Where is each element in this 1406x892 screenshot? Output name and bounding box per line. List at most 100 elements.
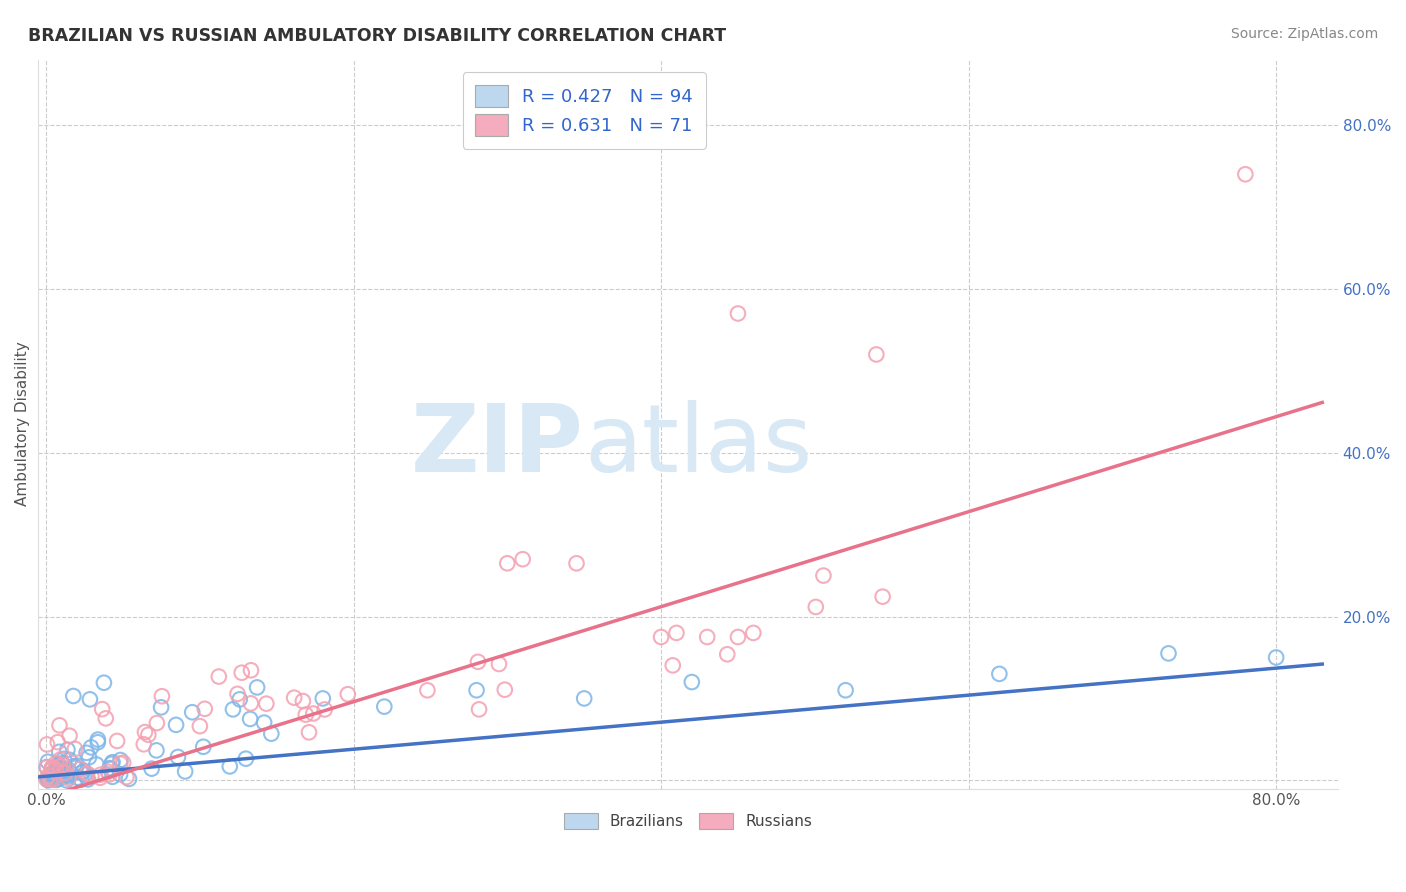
Point (218, 759, 240, 773)
Point (105, 734, 128, 748)
Point (58, 772, 80, 786)
Point (193, 739, 215, 754)
Point (112, 756, 135, 770)
Point (314, 702, 336, 716)
Point (45, 762, 67, 776)
Point (62, 689, 84, 703)
Point (77, 772, 100, 787)
Point (49, 768, 72, 782)
Point (650, 630, 672, 644)
Point (494, 682, 516, 697)
Point (108, 767, 131, 781)
Point (48, 758, 70, 772)
Point (41, 766, 63, 780)
Point (115, 770, 138, 784)
Point (42, 769, 65, 783)
Point (46, 735, 69, 749)
Point (661, 658, 683, 673)
Point (246, 681, 269, 695)
Point (1234, 167, 1257, 181)
Point (48, 762, 70, 776)
Point (37, 769, 59, 783)
Point (254, 697, 277, 711)
Point (565, 556, 588, 570)
Point (80, 769, 103, 783)
Point (51, 760, 73, 774)
Point (63, 742, 86, 756)
Point (39, 772, 62, 786)
Point (465, 683, 488, 698)
Point (813, 568, 835, 582)
Point (73, 767, 96, 781)
Point (150, 690, 173, 704)
Point (49, 752, 72, 766)
Point (87, 735, 110, 749)
Point (373, 699, 395, 714)
Point (416, 683, 439, 698)
Point (65, 761, 87, 775)
Point (93, 675, 115, 690)
Point (35, 760, 58, 774)
Point (52, 763, 75, 777)
Point (55, 768, 77, 782)
Point (312, 691, 335, 706)
Point (100, 756, 122, 771)
Point (97, 764, 120, 779)
Point (291, 694, 314, 708)
Point (60, 766, 83, 780)
Point (58, 753, 80, 767)
Point (138, 728, 160, 742)
Point (44, 767, 66, 781)
Point (118, 772, 141, 786)
Point (44, 770, 66, 784)
Point (283, 690, 305, 705)
Point (41, 768, 63, 782)
Point (35, 738, 58, 752)
Point (110, 753, 132, 767)
Point (70, 766, 93, 780)
Point (467, 655, 489, 669)
Point (167, 750, 190, 764)
Point (302, 706, 325, 721)
Point (101, 756, 124, 770)
Text: atlas: atlas (583, 400, 813, 491)
Point (145, 743, 167, 757)
Point (134, 725, 156, 739)
Point (101, 770, 124, 784)
Point (86, 757, 108, 772)
Point (240, 663, 263, 677)
Point (98, 761, 121, 775)
Point (51, 756, 73, 771)
Point (174, 764, 197, 779)
Point (488, 657, 510, 671)
Point (727, 306, 749, 320)
Point (336, 687, 359, 701)
Point (41, 772, 63, 787)
Point (181, 705, 204, 719)
Point (52, 770, 75, 784)
Point (63, 759, 86, 773)
Point (37, 755, 59, 769)
Point (49, 769, 72, 783)
Point (53, 764, 76, 779)
Point (37, 772, 59, 787)
Point (834, 683, 856, 698)
Point (91, 702, 114, 716)
Point (58, 763, 80, 777)
Point (52, 758, 75, 772)
Point (235, 752, 257, 766)
Point (90, 767, 112, 781)
Point (80, 740, 103, 755)
Point (298, 725, 321, 739)
Text: ZIP: ZIP (411, 400, 583, 491)
Point (51, 761, 73, 775)
Point (76, 746, 98, 760)
Point (468, 702, 491, 716)
Point (37, 773, 59, 788)
Point (56, 769, 79, 783)
Point (87, 732, 110, 747)
Point (76, 766, 98, 780)
Point (41, 772, 63, 786)
Point (35, 772, 58, 786)
Point (1265, 650, 1288, 665)
